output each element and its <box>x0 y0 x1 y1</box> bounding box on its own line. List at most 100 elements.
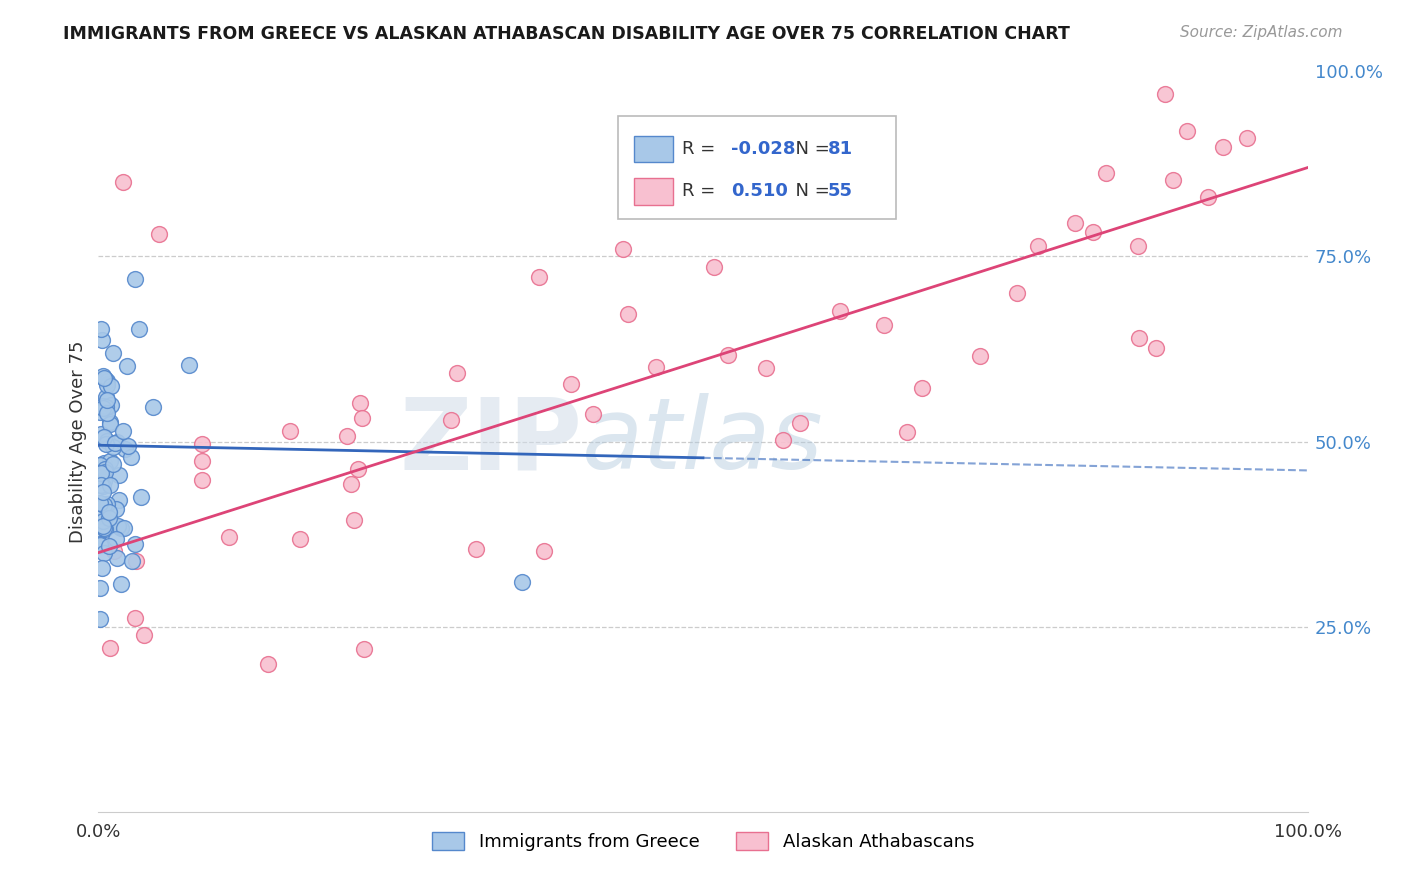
Point <box>582 407 605 421</box>
Point <box>218 530 240 544</box>
Point <box>190 454 212 468</box>
Point <box>465 542 488 557</box>
Point <box>89 536 111 550</box>
Point <box>1081 226 1104 240</box>
Point <box>91 401 114 415</box>
Point <box>107 468 129 483</box>
Point <box>98 454 121 468</box>
Point <box>98 641 121 656</box>
Point <box>560 377 582 392</box>
Point <box>89 458 111 472</box>
Text: 0.510: 0.510 <box>731 182 787 201</box>
Legend: Immigrants from Greece, Alaskan Athabascans: Immigrants from Greece, Alaskan Athabasc… <box>425 824 981 858</box>
Point <box>98 417 121 431</box>
Point <box>107 492 129 507</box>
Point <box>91 333 114 347</box>
Point <box>343 513 366 527</box>
Point <box>1197 190 1219 204</box>
Point <box>617 307 640 321</box>
Text: R =: R = <box>682 182 721 201</box>
Point <box>911 381 934 395</box>
Point <box>90 466 112 480</box>
Point <box>115 359 138 373</box>
Point <box>105 501 128 516</box>
Point <box>1212 139 1234 153</box>
Point <box>288 532 311 546</box>
Point <box>94 390 117 404</box>
Point <box>1094 166 1116 180</box>
Point <box>105 434 128 449</box>
Text: N =: N = <box>785 140 835 158</box>
Point <box>1144 341 1167 355</box>
FancyBboxPatch shape <box>634 136 672 162</box>
Point <box>112 520 135 534</box>
Point <box>90 322 112 336</box>
Point <box>89 508 111 522</box>
Y-axis label: Disability Age Over 75: Disability Age Over 75 <box>69 340 87 543</box>
Text: R =: R = <box>682 140 721 158</box>
Point <box>103 458 125 472</box>
Point <box>446 366 468 380</box>
Point <box>89 538 111 552</box>
Point <box>142 400 165 414</box>
Point <box>124 610 146 624</box>
Text: -0.028: -0.028 <box>731 140 796 158</box>
Point <box>121 554 143 568</box>
Point <box>346 462 368 476</box>
Point <box>124 271 146 285</box>
Point <box>96 393 118 408</box>
Point <box>89 496 111 510</box>
Point <box>93 372 115 386</box>
Point <box>100 379 122 393</box>
Point <box>96 375 118 389</box>
Point <box>96 497 118 511</box>
Point <box>93 430 115 444</box>
Point <box>93 521 115 535</box>
Point <box>772 434 794 448</box>
Point <box>105 550 128 565</box>
Point <box>98 540 121 554</box>
Point <box>132 628 155 642</box>
Point <box>96 434 118 448</box>
Point <box>103 543 125 558</box>
Point <box>100 398 122 412</box>
Point <box>96 378 118 392</box>
Point <box>612 242 634 256</box>
Point <box>97 505 120 519</box>
Point <box>89 466 111 480</box>
Point <box>190 437 212 451</box>
Point <box>129 491 152 505</box>
Point <box>645 359 668 374</box>
Point <box>111 175 134 190</box>
Point <box>120 450 142 465</box>
Point <box>93 546 115 560</box>
Point <box>93 456 115 470</box>
Point <box>789 416 811 430</box>
Point <box>340 477 363 491</box>
Point <box>124 537 146 551</box>
Point <box>1175 123 1198 137</box>
Point <box>830 304 852 318</box>
Point <box>94 462 117 476</box>
Text: IMMIGRANTS FROM GREECE VS ALASKAN ATHABASCAN DISABILITY AGE OVER 75 CORRELATION : IMMIGRANTS FROM GREECE VS ALASKAN ATHABA… <box>63 25 1070 43</box>
Point <box>1064 216 1087 230</box>
Point <box>97 511 120 525</box>
Point <box>191 473 214 487</box>
Point <box>703 260 725 274</box>
Point <box>440 413 463 427</box>
Text: 55: 55 <box>828 182 852 201</box>
Point <box>103 440 125 454</box>
Point <box>353 641 375 656</box>
Point <box>1163 173 1185 187</box>
Point <box>91 560 114 574</box>
Point <box>114 442 136 457</box>
Point <box>352 411 374 425</box>
Point <box>91 519 114 533</box>
Point <box>872 318 894 332</box>
Point <box>96 437 118 451</box>
Point <box>89 612 111 626</box>
Point <box>104 436 127 450</box>
Point <box>1154 87 1177 101</box>
Point <box>717 348 740 362</box>
Point <box>148 227 170 242</box>
